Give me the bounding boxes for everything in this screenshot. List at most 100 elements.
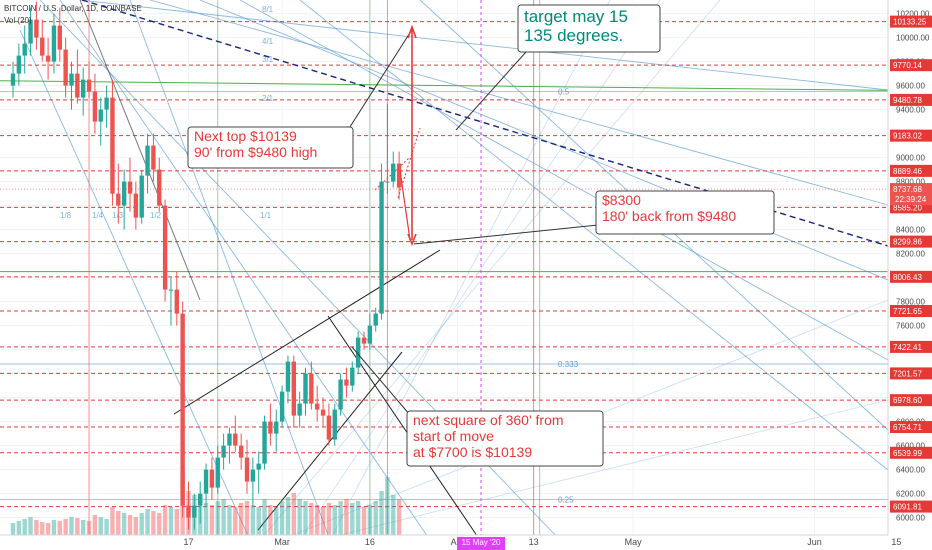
price-level-badge-8 <box>890 305 932 318</box>
price-level-badge-3 <box>890 129 932 142</box>
candle-body <box>51 25 57 62</box>
volume-bar <box>227 505 232 535</box>
annotation-text-3-1: start of move <box>413 428 494 444</box>
candle-body <box>81 79 86 98</box>
volume-bar <box>379 491 384 535</box>
candle-body <box>221 445 226 458</box>
candle-body <box>350 367 355 386</box>
candle-body <box>233 433 238 446</box>
price-axis: 6000.006200.006400.006600.006800.007000.… <box>0 0 932 535</box>
price-level-label-2: 9480.78 <box>893 96 922 105</box>
volume-bar <box>244 501 250 535</box>
y-tick-17: 9400.00 <box>896 106 925 115</box>
candle-body <box>379 181 384 314</box>
candle-body <box>145 145 150 176</box>
candle-body <box>303 373 308 404</box>
fan-line-4 <box>299 0 889 471</box>
candle-body <box>238 445 244 458</box>
volume-bar <box>69 517 74 535</box>
annotation-box <box>517 4 661 53</box>
candle-body <box>344 379 349 386</box>
candle-body <box>45 55 51 62</box>
annotation-box <box>406 410 604 467</box>
candle-body <box>16 55 22 74</box>
volume-bar <box>127 515 133 535</box>
y-tick-20: 10000.00 <box>896 34 930 43</box>
fan-line-10 <box>259 0 721 541</box>
volume-bar <box>326 503 332 535</box>
price-level-label-12: 6754.71 <box>893 423 922 432</box>
green-level-top <box>0 80 889 91</box>
volume-bar <box>309 503 314 535</box>
trend-lines <box>79 0 889 550</box>
fan-line-7 <box>129 0 331 541</box>
y-tick-18: 9600.00 <box>896 82 925 91</box>
price-level-badge-4 <box>890 164 932 177</box>
candle-body <box>262 421 267 464</box>
candle-body <box>98 109 103 122</box>
volume-bar <box>303 501 308 535</box>
leader-next-top <box>347 27 414 131</box>
candle-body <box>297 403 302 416</box>
price-level-badge-7 <box>890 270 932 283</box>
current-price-label: 8737.68 <box>893 185 922 194</box>
volume-bar <box>51 520 57 535</box>
volume-bar <box>16 521 22 535</box>
candle-body <box>285 361 291 392</box>
volume-bars <box>10 473 402 535</box>
volume-bar <box>92 515 98 535</box>
volume-bar <box>344 499 349 535</box>
annotation-text-2-0: $8300 <box>602 192 641 208</box>
price-level-badge-11 <box>890 394 932 407</box>
fan-line-3 <box>239 0 889 361</box>
fan-line-12 <box>319 399 889 541</box>
candle-body <box>268 421 273 434</box>
candle-body <box>274 421 279 434</box>
candle-body <box>256 463 261 470</box>
candle-body <box>116 193 121 206</box>
x-tick-1: Mar <box>274 537 290 547</box>
annotation-box <box>595 190 775 235</box>
candle-body <box>10 73 16 86</box>
fan-label-8: 1/1 <box>260 211 272 220</box>
candle-body <box>168 289 174 291</box>
volume-bar <box>315 505 320 535</box>
candle-body <box>186 505 191 518</box>
volume-label: Vol (20) <box>4 16 32 25</box>
volume-bar <box>332 505 337 535</box>
fib-label-0: 0.5 <box>558 88 570 97</box>
symbol-title: BITCOIN / U.S. Dollar, 1D, COINBASE <box>4 4 142 13</box>
candle-body <box>22 43 27 56</box>
countdown-label: 22:39:24 <box>895 195 927 204</box>
fan-label-3: 2/1 <box>262 94 274 103</box>
volume-bar <box>162 505 168 535</box>
candle-body <box>338 379 343 410</box>
candle-body <box>121 181 127 206</box>
x-tick-6: Jun <box>807 537 822 547</box>
candle-body <box>174 289 179 314</box>
fan-label-4: 1/8 <box>60 211 72 220</box>
price-level-badge-0 <box>890 15 932 28</box>
candle-body <box>361 337 367 344</box>
candle-body <box>227 433 232 446</box>
fan-line-0 <box>79 0 889 91</box>
volume-bar <box>361 507 367 535</box>
price-level-badge-2 <box>890 93 932 106</box>
volume-bar <box>110 507 115 535</box>
candle-body <box>63 49 68 86</box>
red-dotted-steep <box>397 127 421 199</box>
price-level-badge-9 <box>890 340 932 353</box>
candle-body <box>86 79 92 92</box>
y-tick-2: 6400.00 <box>896 466 925 475</box>
price-level-label-0: 10133.25 <box>893 18 927 27</box>
candle-body <box>133 193 139 218</box>
volume-bar <box>238 503 244 535</box>
volume-bar <box>98 517 103 535</box>
volume-bar <box>174 509 179 535</box>
fib-lines: 0.5 0.333 0.25 <box>0 80 889 505</box>
arrow-red-down <box>399 169 411 241</box>
volume-bar <box>151 511 156 535</box>
volume-bar <box>10 523 16 535</box>
